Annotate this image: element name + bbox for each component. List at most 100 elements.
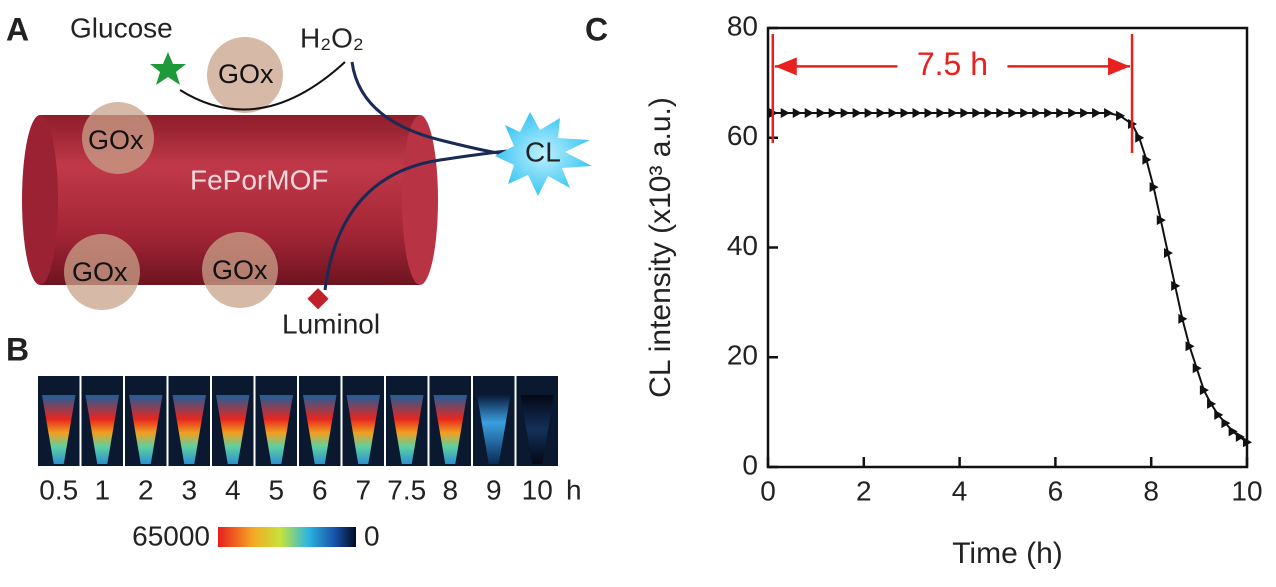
tube: [433, 395, 467, 464]
time-label: 3: [181, 474, 197, 505]
scale-label: 65000: [132, 520, 210, 551]
data-point: [1080, 108, 1090, 119]
data-point: [936, 108, 946, 119]
data-point: [1163, 247, 1173, 258]
tube: [390, 395, 424, 464]
data-point: [1056, 108, 1066, 119]
data-point: [912, 108, 922, 119]
data-point: [924, 108, 934, 119]
y-tick-label: 80: [727, 10, 758, 41]
label: GOx: [88, 125, 144, 155]
data-point: [1092, 108, 1102, 119]
x-axis-label: Time (h): [952, 537, 1063, 570]
plot-frame: [766, 26, 1249, 469]
tube: [85, 395, 119, 464]
panel-letter: C: [585, 11, 608, 47]
time-label: 0.5: [39, 474, 78, 505]
data-point: [984, 108, 994, 119]
time-label: 7.5: [387, 474, 426, 505]
x-tick-label: 6: [1048, 475, 1064, 506]
data-point: [900, 108, 910, 119]
time-label: 6: [312, 474, 328, 505]
x-tick-label: 0: [760, 475, 776, 506]
label: CL: [525, 136, 561, 167]
data-point: [972, 108, 982, 119]
time-label: 10: [522, 474, 553, 505]
tube: [303, 395, 337, 464]
panel-letter: A: [6, 11, 29, 47]
scale-label: 0: [364, 520, 380, 551]
data-point: [864, 108, 874, 119]
diamond: [307, 288, 329, 310]
data-point: [1116, 110, 1126, 121]
data-point: [948, 108, 958, 119]
time-label: 5: [268, 474, 284, 505]
data-point: [1185, 341, 1195, 352]
time-label: 8: [442, 474, 458, 505]
y-axis-label: CL intensity (x10³ a.u.): [644, 97, 677, 398]
data-line: [772, 112, 1248, 444]
tube: [216, 395, 250, 464]
time-label: 9: [486, 474, 502, 505]
data-point: [852, 108, 862, 119]
tube: [477, 395, 511, 464]
y-tick-label: 20: [727, 340, 758, 371]
tube: [259, 395, 293, 464]
data-point: [1243, 437, 1252, 448]
y-tick-label: 40: [727, 230, 758, 261]
label: GOx: [218, 59, 274, 89]
data-point: [1032, 108, 1042, 119]
data-point: [876, 108, 886, 119]
data-point: [804, 108, 814, 119]
tube-images: 0.5 1 2 3 4 5 6 7 7.5 8 9 10 h: [38, 376, 582, 505]
label: H₂O₂: [300, 22, 364, 53]
label: Luminol: [282, 308, 380, 339]
data-point: [1020, 108, 1030, 119]
data-point: [888, 108, 898, 119]
star: [150, 52, 186, 85]
data-point: [840, 108, 850, 119]
data-point: [1235, 431, 1245, 442]
data-point: [1044, 108, 1054, 119]
annotation-text: 7.5 h: [917, 46, 988, 82]
data-point: [1171, 280, 1181, 291]
data-point: [1228, 426, 1238, 437]
data-point: [816, 108, 826, 119]
tube: [129, 395, 163, 464]
chart: 0 2 4 6 8 10 0 20 40 60 80 Time (h) CL intensity (x1…: [644, 10, 1263, 570]
data-point: [1221, 418, 1231, 429]
data-point: [1214, 409, 1224, 420]
unit-label: h: [566, 474, 582, 505]
label: FePorMOF: [190, 164, 328, 195]
panel-letter: B: [6, 331, 29, 367]
arrow: [179, 61, 346, 111]
time-label: 1: [94, 474, 110, 505]
data-point: [1149, 182, 1159, 193]
burst: [495, 112, 592, 196]
tube: [520, 395, 554, 464]
x-tick-label: 8: [1143, 475, 1159, 506]
data-point: [960, 108, 970, 119]
data-point: [1008, 108, 1018, 119]
data-point: [1135, 132, 1145, 143]
time-label: 7: [355, 474, 371, 505]
data-point: [996, 108, 1006, 119]
color-bar: [218, 527, 356, 547]
data-point: [1207, 398, 1217, 409]
data-point: [828, 108, 838, 119]
data-point: [1156, 215, 1166, 226]
time-label: 4: [225, 474, 241, 505]
time-label: 2: [138, 474, 154, 505]
x-tick-label: 4: [952, 475, 968, 506]
tube: [42, 395, 76, 464]
data-point: [1192, 363, 1202, 374]
y-tick-label: 0: [742, 449, 758, 480]
enzyme-blobs: [64, 37, 283, 310]
tube: [172, 395, 206, 464]
tube: [346, 395, 380, 464]
data-point: [792, 108, 802, 119]
y-tick-label: 60: [727, 120, 758, 151]
data-point: [1178, 313, 1188, 324]
arrow-head: [1108, 57, 1131, 76]
